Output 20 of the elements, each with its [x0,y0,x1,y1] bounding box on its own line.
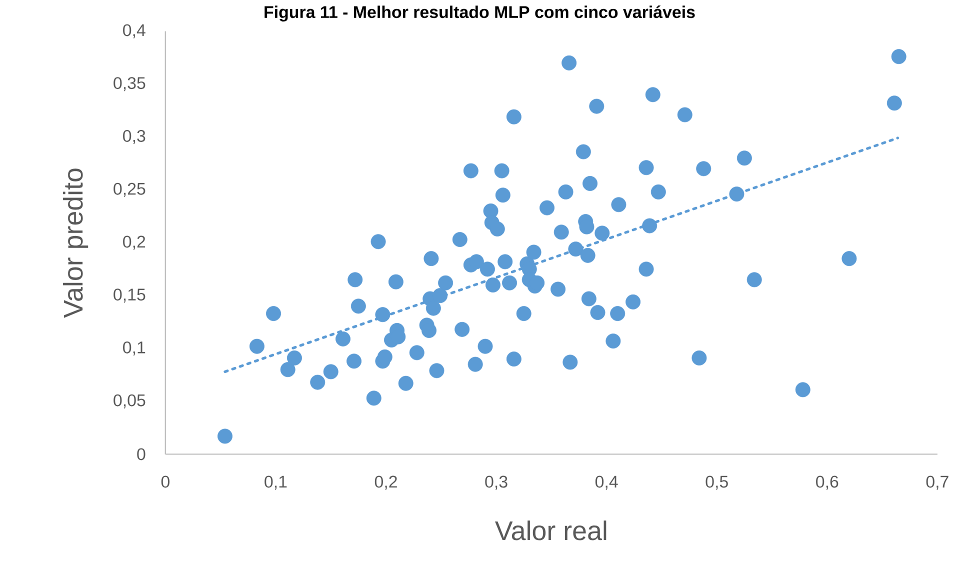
x-tick-label: 0,4 [595,476,618,490]
y-tick-label: 0,35 [114,77,146,92]
y-tick-label: 0 [137,448,146,460]
y-axis-title: Valor predito [63,168,88,318]
x-tick-label: 0,1 [264,476,287,490]
y-tick-label: 0,3 [123,130,146,144]
chart-title: Figura 11 - Melhor resultado MLP com cinco variáveis [264,6,695,22]
x-tick-label: 0,7 [926,476,948,490]
y-tick-label: 0,05 [114,394,146,408]
x-tick-label: 0 [161,476,170,488]
x-tick-label: 0,6 [816,476,838,490]
x-axis-title: Valor real [494,520,606,540]
x-tick-label: 0,2 [374,476,397,490]
y-tick-label: 0,4 [123,24,146,38]
y-tick-label: 0,1 [123,341,146,356]
y-tick-label: 0,15 [114,288,146,303]
x-tick-label: 0,3 [485,476,508,490]
x-tick-label: 0,5 [706,476,728,490]
y-tick-label: 0,2 [123,236,146,250]
y-tick-label: 0,25 [114,182,146,197]
